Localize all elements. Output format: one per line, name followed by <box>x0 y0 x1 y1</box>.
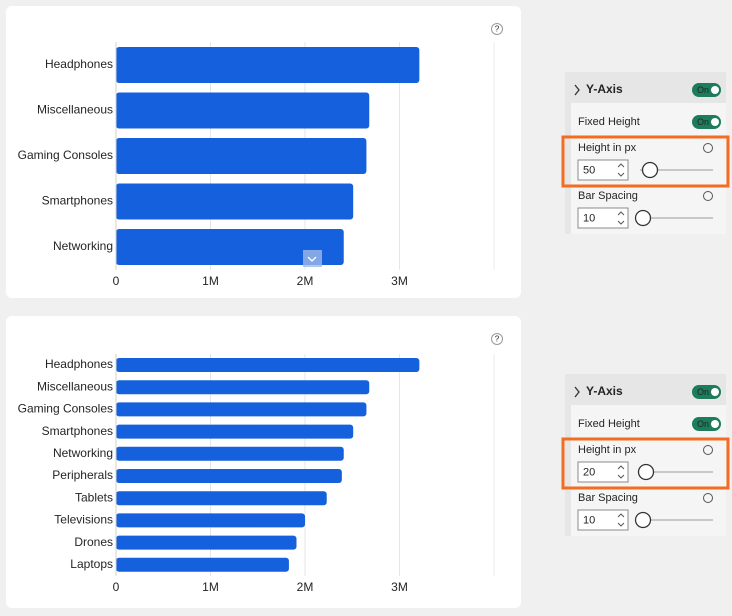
number-input[interactable] <box>577 509 629 531</box>
spinner[interactable] <box>617 163 625 177</box>
chevron <box>307 256 317 262</box>
slider-knob[interactable] <box>634 209 652 227</box>
y-tick-label: Miscellaneous <box>37 379 113 393</box>
number-value: 20 <box>583 466 595 478</box>
toggle-label: On <box>697 419 709 429</box>
y-tick-label: Networking <box>53 446 113 460</box>
toggle-label: On <box>697 85 709 95</box>
y-tick-label: Gaming Consoles <box>18 402 113 416</box>
info-icon <box>703 143 713 153</box>
y-tick-label: Televisions <box>54 513 113 527</box>
number-value: 10 <box>583 212 595 224</box>
scroll-button[interactable] <box>303 250 322 267</box>
toggle-label: On <box>697 117 709 127</box>
toggle-knob <box>711 86 719 94</box>
x-tick-label: 0 <box>113 580 120 594</box>
slider-knob[interactable] <box>634 511 652 529</box>
x-tick-label: 2M <box>297 580 314 594</box>
setting-label: Bar Spacing <box>578 492 638 504</box>
x-tick-label: 3M <box>391 580 408 594</box>
y-tick-label: Headphones <box>45 57 113 71</box>
highlight-box <box>561 437 730 490</box>
setting-label: Height in px <box>578 444 637 456</box>
toggle-label: On <box>697 387 709 397</box>
number-value: 50 <box>583 164 595 176</box>
bar <box>116 229 344 265</box>
number-value: 10 <box>583 514 595 526</box>
y-tick-label: Drones <box>74 535 113 549</box>
number-input[interactable] <box>577 461 629 483</box>
y-tick-label: Peripherals <box>52 468 113 482</box>
help-icon[interactable] <box>491 333 503 345</box>
bar <box>116 47 420 83</box>
bar <box>116 358 420 372</box>
setting-label: Fixed Height <box>578 116 640 128</box>
bar <box>116 424 354 439</box>
y-tick-label: Laptops <box>70 557 113 571</box>
y-tick-label: Gaming Consoles <box>18 148 113 162</box>
setting-label: Fixed Height <box>578 418 640 430</box>
info-icon <box>703 445 713 455</box>
x-tick-label: 2M <box>297 274 314 288</box>
y-tick-label: Smartphones <box>42 194 113 208</box>
toggle-knob <box>711 420 719 428</box>
info-icon <box>703 493 713 503</box>
bar <box>116 469 342 483</box>
y-tick-label: Smartphones <box>42 424 113 438</box>
help-mark: ? <box>495 335 500 344</box>
setting-label: Bar Spacing <box>578 190 638 202</box>
help-mark: ? <box>495 25 500 34</box>
bar <box>116 138 367 174</box>
bar <box>116 446 344 461</box>
bar <box>116 557 289 572</box>
number-input[interactable] <box>577 159 629 181</box>
spinner[interactable] <box>617 211 625 225</box>
x-tick-label: 0 <box>113 274 120 288</box>
bar <box>116 513 305 528</box>
help-icon[interactable] <box>491 23 503 35</box>
bar <box>116 183 354 220</box>
bar <box>116 491 327 506</box>
bar <box>116 92 370 129</box>
y-tick-label: Headphones <box>45 357 113 371</box>
section-title: Y-Axis <box>586 384 623 398</box>
bar <box>116 380 370 395</box>
x-tick-label: 1M <box>202 580 219 594</box>
bar <box>116 535 297 550</box>
spinner[interactable] <box>617 513 625 527</box>
toggle-knob <box>711 388 719 396</box>
info-icon <box>703 191 713 201</box>
spinner[interactable] <box>617 465 625 479</box>
slider-knob[interactable] <box>641 161 659 179</box>
setting-label: Height in px <box>578 142 637 154</box>
y-tick-label: Miscellaneous <box>37 103 113 117</box>
toggle-knob <box>711 118 719 126</box>
highlight-box <box>561 135 730 188</box>
x-tick-label: 1M <box>202 274 219 288</box>
bar <box>116 402 367 417</box>
expand-chevron[interactable] <box>574 386 580 398</box>
slider-knob[interactable] <box>637 463 655 481</box>
y-tick-label: Networking <box>53 239 113 253</box>
number-input[interactable] <box>577 207 629 229</box>
expand-chevron[interactable] <box>574 84 580 96</box>
y-tick-label: Tablets <box>75 490 113 504</box>
section-title: Y-Axis <box>586 82 623 96</box>
x-tick-label: 3M <box>391 274 408 288</box>
